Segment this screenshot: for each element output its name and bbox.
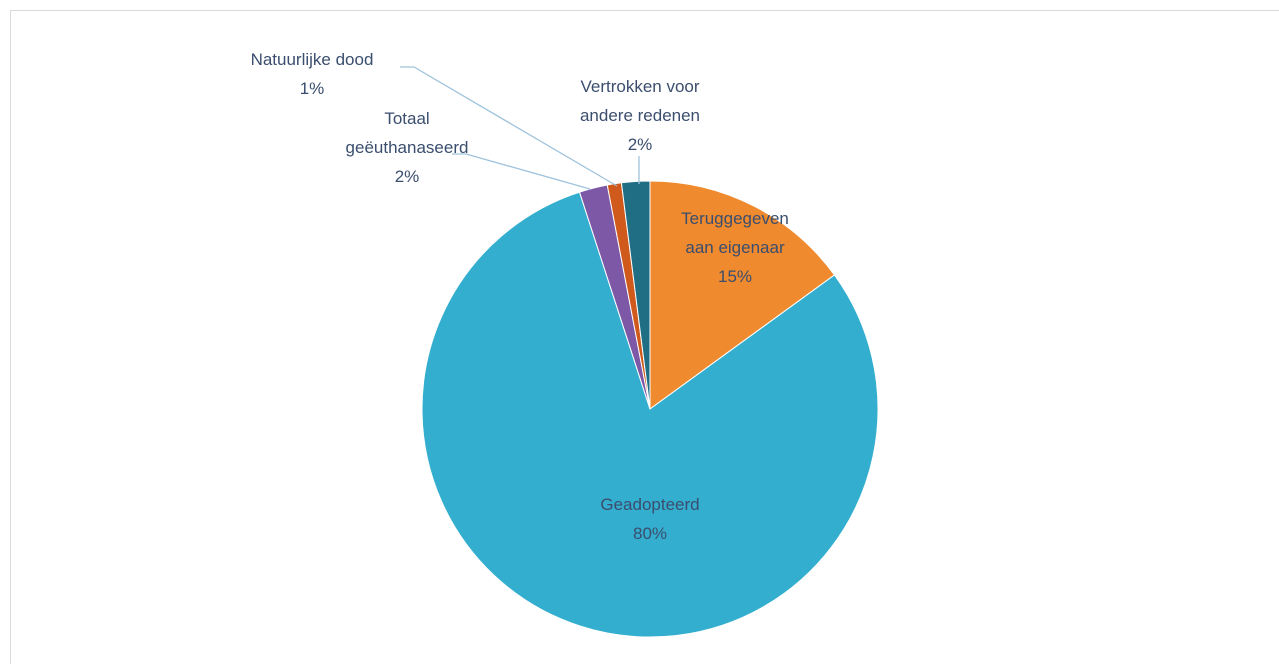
data-label: Teruggegeven aan eigenaar 15%	[665, 204, 805, 291]
value-label: 15%	[717, 267, 753, 286]
value-label: 2%	[394, 167, 420, 186]
category-label: Totaal geëuthanaseerd	[345, 109, 469, 157]
pie-slice	[620, 180, 651, 410]
chart-border	[10, 10, 1279, 664]
data-label: Totaal geëuthanaseerd 2%	[337, 104, 477, 191]
leader-line	[452, 153, 591, 190]
category-label: Geadopteerd	[600, 495, 700, 514]
value-label: 80%	[632, 524, 668, 543]
data-label: Geadopteerd 80%	[540, 490, 760, 548]
category-label: Teruggegeven aan eigenaar	[681, 209, 789, 257]
pie-slice	[649, 180, 836, 410]
value-label: 2%	[627, 135, 653, 154]
leader-line	[400, 66, 618, 187]
category-label: Natuurlijke dood	[250, 50, 374, 69]
data-label: Vertrokken voor andere redenen 2%	[555, 72, 725, 159]
category-label: Vertrokken voor andere redenen	[579, 77, 701, 125]
pie-slice	[421, 191, 879, 638]
value-label: 1%	[299, 79, 325, 98]
data-label: Natuurlijke dood 1%	[212, 45, 412, 103]
